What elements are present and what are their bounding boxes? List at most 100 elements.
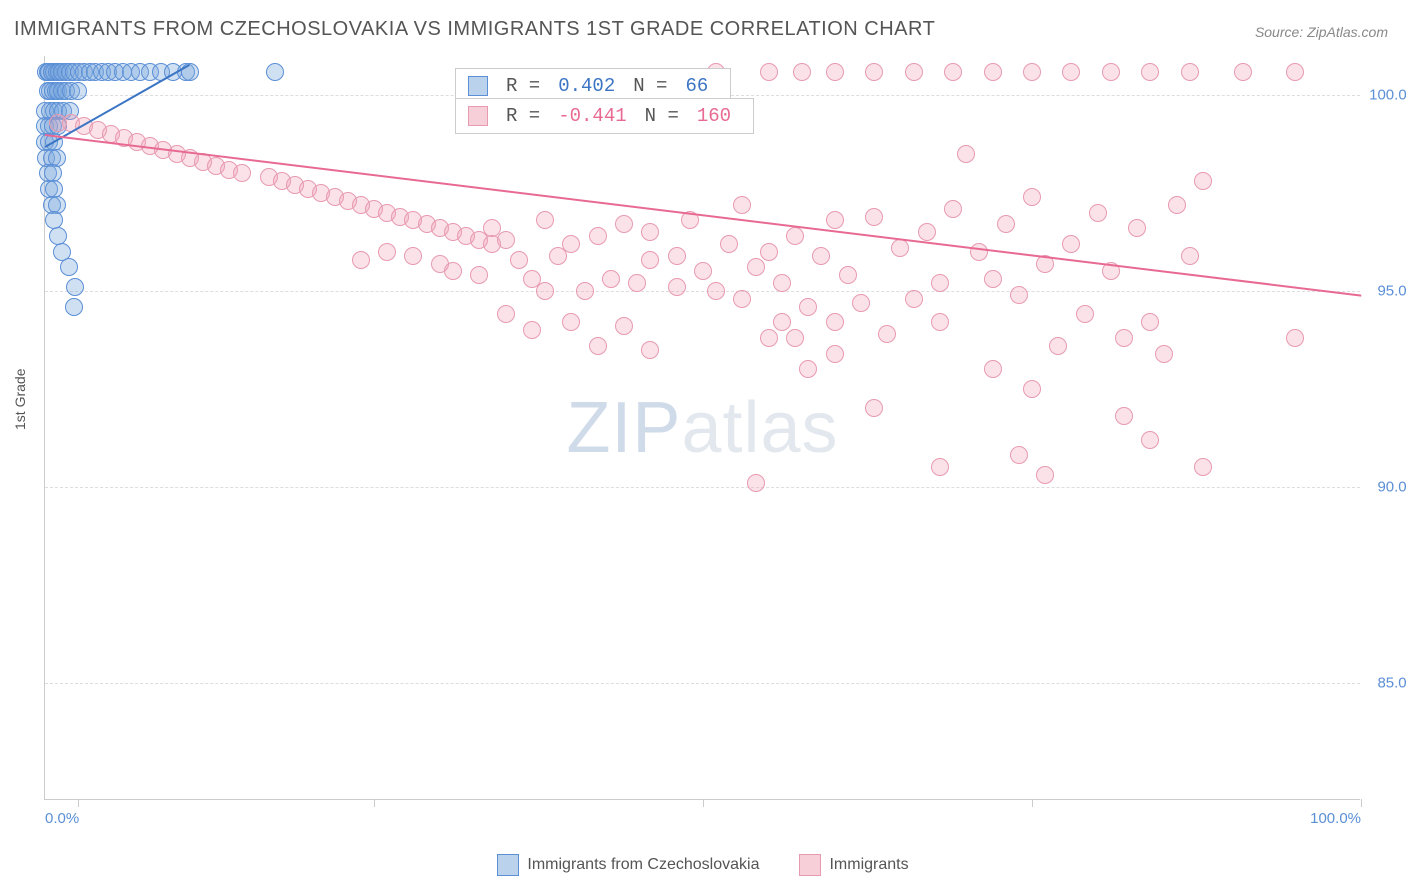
scatter-point xyxy=(905,63,923,81)
legend-swatch-pink xyxy=(799,854,821,876)
xtick xyxy=(78,799,79,807)
scatter-point xyxy=(733,290,751,308)
stat-n-label: N = xyxy=(633,75,667,97)
scatter-point xyxy=(839,266,857,284)
scatter-point xyxy=(589,227,607,245)
scatter-point xyxy=(668,247,686,265)
stat-r-value: -0.441 xyxy=(558,105,626,127)
scatter-point xyxy=(747,474,765,492)
scatter-point xyxy=(747,258,765,276)
scatter-point xyxy=(1023,188,1041,206)
scatter-point xyxy=(510,251,528,269)
ytick-label: 100.0% xyxy=(1365,87,1406,104)
scatter-point xyxy=(352,251,370,269)
scatter-point xyxy=(707,282,725,300)
scatter-point xyxy=(970,243,988,261)
scatter-point xyxy=(1023,63,1041,81)
scatter-point xyxy=(562,235,580,253)
scatter-point xyxy=(60,258,78,276)
source-credit: Source: ZipAtlas.com xyxy=(1255,24,1388,40)
scatter-point xyxy=(931,458,949,476)
gridline-h xyxy=(45,487,1360,488)
scatter-point xyxy=(1076,305,1094,323)
scatter-point xyxy=(668,278,686,296)
scatter-point xyxy=(1194,458,1212,476)
scatter-point xyxy=(826,211,844,229)
scatter-point xyxy=(1115,407,1133,425)
legend-bottom: Immigrants from Czechoslovakia Immigrant… xyxy=(0,854,1406,876)
gridline-h xyxy=(45,291,1360,292)
scatter-point xyxy=(812,247,830,265)
scatter-point xyxy=(523,321,541,339)
scatter-point xyxy=(266,63,284,81)
y-axis-label: 1st Grade xyxy=(12,369,28,430)
ytick-label: 85.0% xyxy=(1365,674,1406,691)
scatter-point xyxy=(826,313,844,331)
scatter-point xyxy=(233,164,251,182)
scatter-point xyxy=(576,282,594,300)
scatter-point xyxy=(1141,63,1159,81)
scatter-point xyxy=(602,270,620,288)
scatter-point xyxy=(918,223,936,241)
source-name: ZipAtlas.com xyxy=(1307,24,1388,40)
plot-area: ZIPatlas 85.0%90.0%95.0%100.0%0.0%100.0%… xyxy=(44,56,1360,800)
stat-n-value: 66 xyxy=(685,75,708,97)
stat-swatch xyxy=(468,106,488,126)
stat-n-label: N = xyxy=(645,105,679,127)
scatter-point xyxy=(444,262,462,280)
scatter-point xyxy=(1115,329,1133,347)
chart-title: IMMIGRANTS FROM CZECHOSLOVAKIA VS IMMIGR… xyxy=(14,18,935,41)
gridline-h xyxy=(45,683,1360,684)
legend-swatch-blue xyxy=(497,854,519,876)
scatter-point xyxy=(536,282,554,300)
scatter-point xyxy=(69,82,87,100)
scatter-point xyxy=(878,325,896,343)
scatter-point xyxy=(1049,337,1067,355)
scatter-point xyxy=(497,305,515,323)
scatter-point xyxy=(628,274,646,292)
stat-swatch xyxy=(468,76,488,96)
scatter-point xyxy=(944,200,962,218)
legend-item-pink: Immigrants xyxy=(799,854,908,876)
ytick-label: 95.0% xyxy=(1365,282,1406,299)
scatter-point xyxy=(760,63,778,81)
stat-r-label: R = xyxy=(506,105,540,127)
scatter-point xyxy=(470,266,488,284)
scatter-point xyxy=(984,63,1002,81)
scatter-point xyxy=(931,313,949,331)
scatter-point xyxy=(66,278,84,296)
scatter-point xyxy=(891,239,909,257)
scatter-point xyxy=(1181,247,1199,265)
scatter-point xyxy=(1168,196,1186,214)
stat-r-label: R = xyxy=(506,75,540,97)
scatter-point xyxy=(1286,329,1304,347)
scatter-point xyxy=(641,341,659,359)
scatter-point xyxy=(1141,313,1159,331)
scatter-point xyxy=(865,63,883,81)
scatter-point xyxy=(65,298,83,316)
scatter-point xyxy=(1128,219,1146,237)
watermark-zip: ZIP xyxy=(566,388,681,468)
scatter-point xyxy=(799,360,817,378)
ytick-label: 90.0% xyxy=(1365,478,1406,495)
scatter-point xyxy=(997,215,1015,233)
scatter-point xyxy=(497,231,515,249)
scatter-point xyxy=(1010,446,1028,464)
scatter-point xyxy=(589,337,607,355)
stat-n-value: 160 xyxy=(697,105,731,127)
scatter-point xyxy=(641,251,659,269)
scatter-point xyxy=(984,360,1002,378)
scatter-point xyxy=(720,235,738,253)
scatter-point xyxy=(773,313,791,331)
scatter-point xyxy=(562,313,580,331)
legend-item-blue: Immigrants from Czechoslovakia xyxy=(497,854,759,876)
scatter-point xyxy=(786,329,804,347)
stat-box: R = -0.441 N = 160 xyxy=(455,98,754,134)
xtick-label: 0.0% xyxy=(45,810,79,827)
scatter-point xyxy=(865,399,883,417)
scatter-point xyxy=(733,196,751,214)
scatter-point xyxy=(773,274,791,292)
scatter-point xyxy=(760,329,778,347)
scatter-point xyxy=(1062,235,1080,253)
scatter-point xyxy=(931,274,949,292)
